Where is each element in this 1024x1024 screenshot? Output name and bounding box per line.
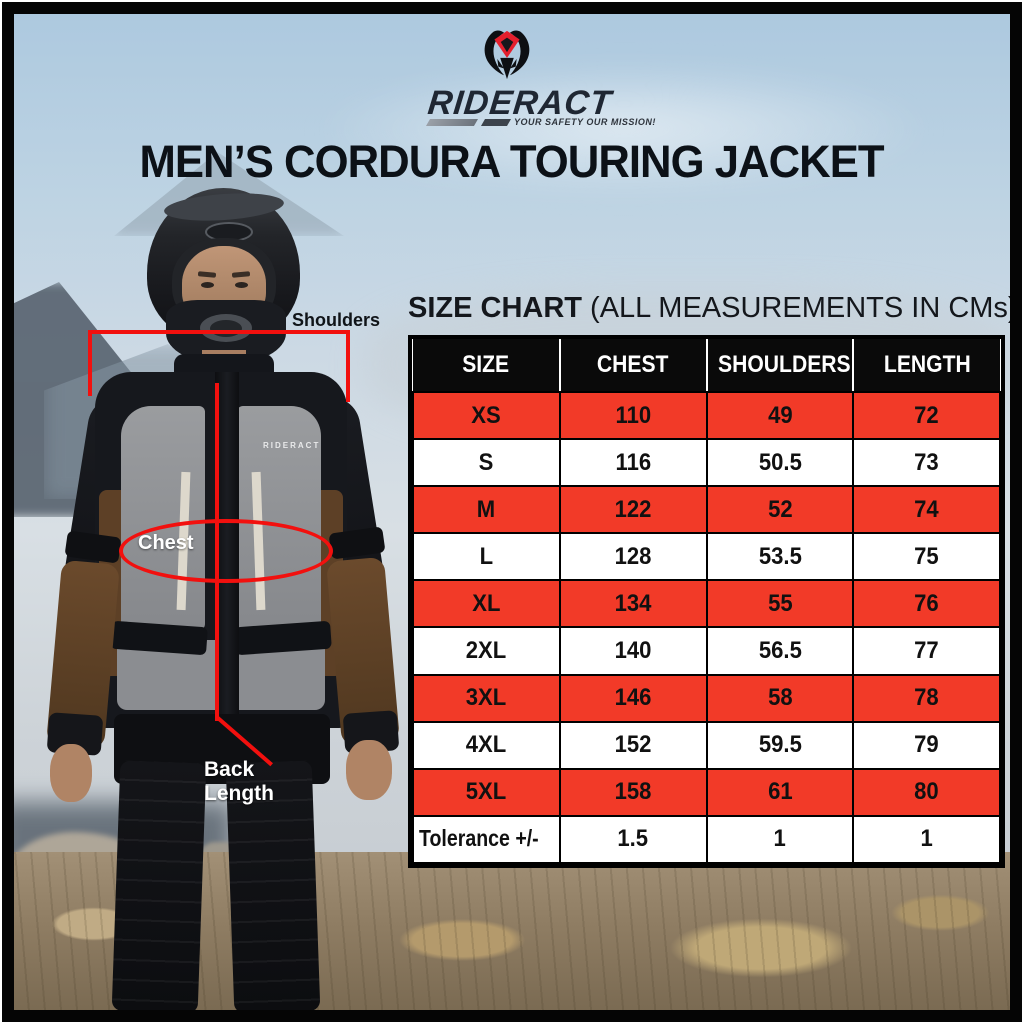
table-cell: 110	[558, 390, 708, 441]
table-cell: 116	[558, 438, 708, 488]
size-chart-table: SIZE CHEST SHOULDERS LENGTH XS 110 49 72 S 116 50…	[408, 335, 1005, 868]
table-header-cell: SHOULDERS	[706, 339, 855, 393]
table-cell: M	[412, 485, 561, 535]
table-cell: 77	[852, 626, 1001, 676]
table-cell: 2XL	[412, 626, 561, 676]
table-cell: 53.5	[705, 532, 855, 582]
table-header-cell: CHEST	[559, 339, 708, 393]
size-chart-heading: SIZE CHART (ALL MEASUREMENTS IN CMs)	[408, 292, 1018, 325]
table-cell: 74	[852, 485, 1001, 535]
table-cell: 140	[558, 626, 708, 676]
hand-left	[50, 744, 92, 802]
table-cell: 55	[705, 579, 855, 629]
page-title: MEN’S CORDURA TOURING JACKET	[139, 136, 885, 187]
table-cell: 134	[558, 579, 708, 629]
chest-label: Chest	[138, 532, 194, 554]
table-cell: 75	[852, 532, 1001, 582]
table-cell: Tolerance +/-	[412, 814, 561, 865]
table-cell: 146	[558, 673, 708, 723]
table-cell: L	[412, 532, 561, 582]
pants-leg-left	[111, 760, 207, 1010]
table-row: 5XL 158 61 80	[412, 767, 1001, 817]
table-cell: 52	[705, 485, 855, 535]
jacket-brand-text: RIDERACT	[263, 441, 321, 450]
table-cell: 122	[558, 485, 708, 535]
jacket-panel-gray-right	[237, 406, 321, 630]
table-header-cell: SIZE	[413, 339, 561, 393]
table-cell: 1.5	[558, 814, 708, 865]
table-cell: XS	[412, 390, 561, 441]
table-cell: 1	[705, 814, 855, 865]
table-row: 3XL 146 58 78	[412, 673, 1001, 723]
logo-stripe	[480, 119, 512, 126]
logo-stripe	[425, 119, 479, 126]
shoulders-label: Shoulders	[292, 310, 381, 330]
size-chart-heading-bold: SIZE CHART	[408, 292, 582, 324]
table-cell: 80	[852, 767, 1001, 817]
brand-logo-icon	[484, 30, 530, 80]
table-cell: 49	[705, 390, 855, 441]
table-header-cell: LENGTH	[853, 339, 1000, 393]
shoulders-line	[88, 330, 350, 334]
eye	[201, 282, 214, 288]
table-cell: 56.5	[705, 626, 855, 676]
table-row: L 128 53.5 75	[412, 532, 1001, 582]
table-row: S 116 50.5 73	[412, 438, 1001, 488]
table-cell: 58	[705, 673, 855, 723]
table-row: XL 134 55 76	[412, 579, 1001, 629]
shoulders-bracket-right	[346, 330, 350, 402]
table-cell: 128	[558, 532, 708, 582]
table-cell: 78	[852, 673, 1001, 723]
table-cell: 152	[558, 720, 708, 770]
table-row: 2XL 140 56.5 77	[412, 626, 1001, 676]
table-cell: 1	[852, 814, 1001, 865]
eye	[235, 282, 248, 288]
table-cell: 5XL	[412, 767, 561, 817]
table-row: 4XL 152 59.5 79	[412, 720, 1001, 770]
table-body: XS 110 49 72 S 116 50.5 73 M 122 52 74 L 128 53.5 75 XL 1…	[412, 390, 1001, 865]
table-cell: 79	[852, 720, 1001, 770]
table-row: XS 110 49 72	[412, 390, 1001, 441]
table-cell: S	[412, 438, 561, 488]
cloud	[314, 64, 934, 194]
table-cell: 72	[852, 390, 1001, 441]
table-cell: 4XL	[412, 720, 561, 770]
jacket-panel-gray-left	[121, 406, 205, 630]
size-chart-heading-rest: (ALL MEASUREMENTS IN CMs)	[582, 292, 1018, 324]
chest-ellipse	[119, 519, 333, 583]
table-cell: XL	[412, 579, 561, 629]
table-cell: 61	[705, 767, 855, 817]
back-length-label: Back Length	[204, 758, 274, 805]
table-cell: 3XL	[412, 673, 561, 723]
brand-tagline: YOUR SAFETY OUR MISSION!	[514, 117, 656, 127]
table-cell: 76	[852, 579, 1001, 629]
table-cell: 50.5	[705, 438, 855, 488]
table-cell: 73	[852, 438, 1001, 488]
table-row: Tolerance +/- 1.5 1 1	[412, 814, 1001, 865]
helmet-vent-inner	[210, 320, 242, 337]
table-row: M 122 52 74	[412, 485, 1001, 535]
shoulders-bracket-left	[88, 330, 92, 396]
table-header-row: SIZE CHEST SHOULDERS LENGTH	[413, 339, 1000, 393]
table-cell: 158	[558, 767, 708, 817]
table-cell: 59.5	[705, 720, 855, 770]
hand-right	[346, 740, 392, 800]
